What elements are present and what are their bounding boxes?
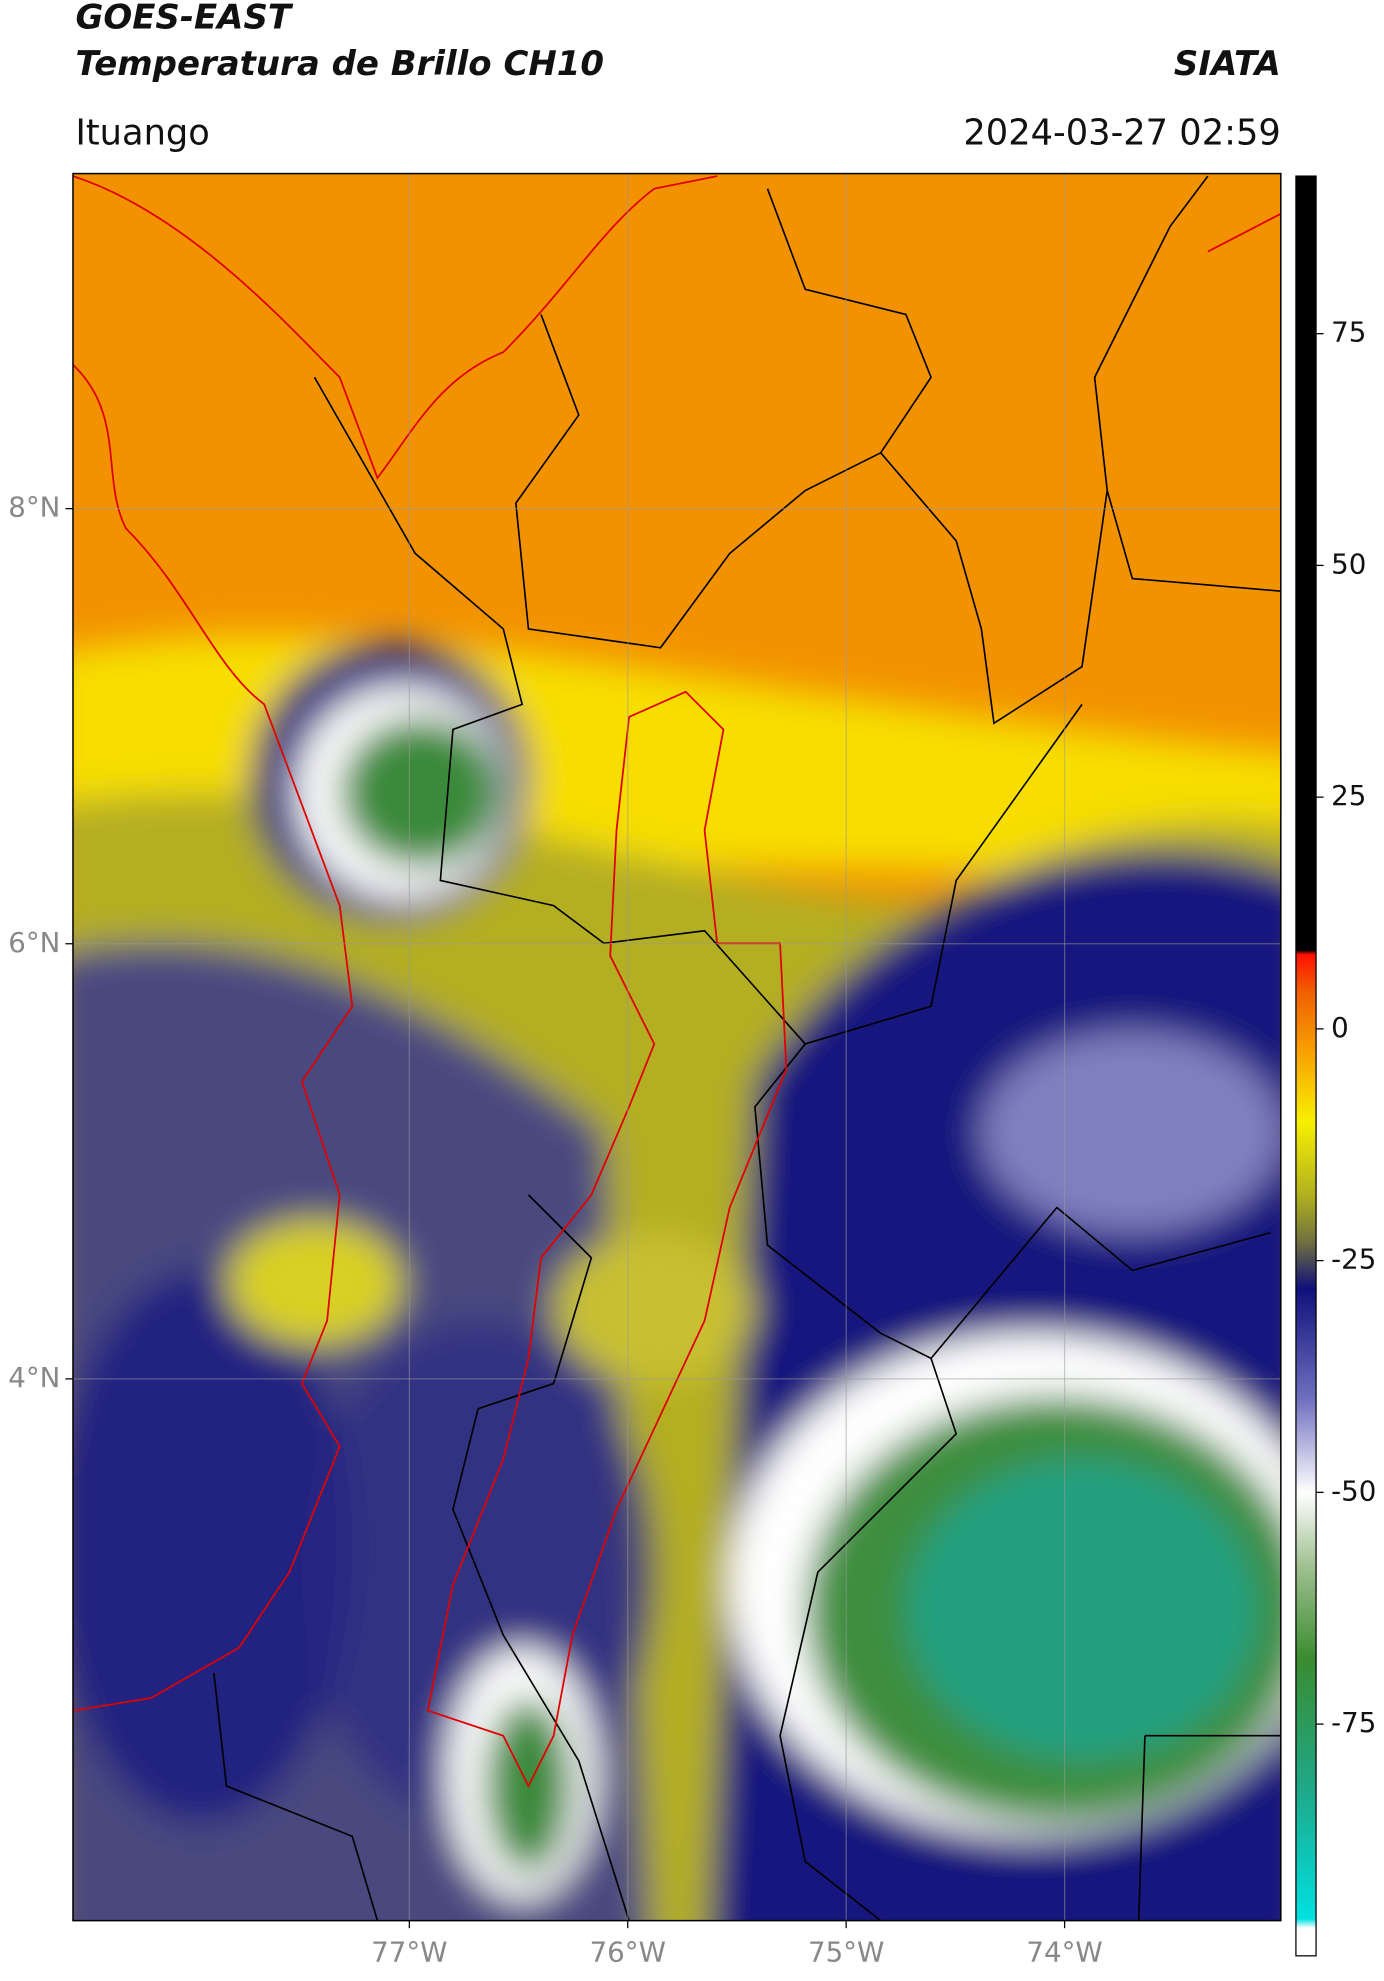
y-tick-label: 4°N	[8, 1361, 60, 1394]
subtitle: Temperatura de Brillo CH10	[75, 44, 604, 84]
x-tick-label: 75°W	[808, 1935, 884, 1968]
colorbar-tick-label: -75	[1331, 1706, 1376, 1739]
title: GOES-EAST	[75, 0, 293, 37]
datetime: 2024-03-27 02:59	[963, 113, 1280, 154]
x-tick-label: 74°W	[1026, 1935, 1102, 1968]
satellite-image	[72, 173, 1281, 1921]
location: Ituango	[75, 113, 209, 154]
y-tick-label: 8°N	[8, 491, 60, 524]
colorbar-tick-label: -50	[1331, 1474, 1376, 1507]
colorbar-tick-label: 0	[1331, 1011, 1349, 1044]
source: SIATA	[1174, 44, 1281, 84]
x-tick-label: 77°W	[371, 1935, 447, 1968]
grid	[72, 173, 1281, 1921]
map-frame	[72, 172, 1282, 1922]
colorbar-tick-label: 75	[1331, 316, 1366, 349]
y-tick-label: 6°N	[8, 926, 60, 959]
colorbar	[1295, 175, 1317, 1957]
colorbar-tick-label: 25	[1331, 779, 1366, 812]
colorbar-tick-label: 50	[1331, 547, 1366, 580]
x-tick-label: 76°W	[590, 1935, 666, 1968]
colorbar-tick-label: -25	[1331, 1243, 1376, 1276]
